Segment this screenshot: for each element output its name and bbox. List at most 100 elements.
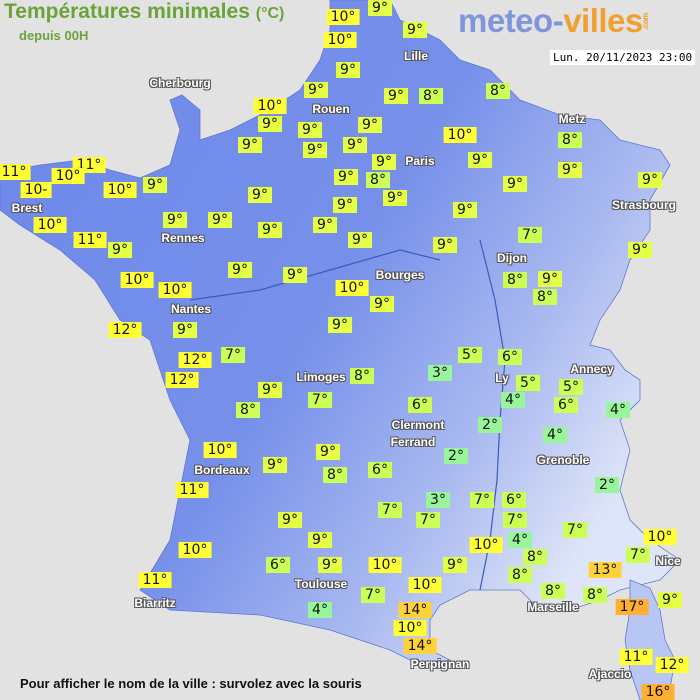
temperature-marker[interactable]: 10°: [203, 442, 237, 458]
temperature-marker[interactable]: 8°: [323, 467, 347, 483]
temperature-marker[interactable]: 10°: [158, 282, 192, 298]
temperature-marker[interactable]: 9°: [143, 177, 167, 193]
temperature-marker[interactable]: 12°: [165, 372, 199, 388]
temperature-marker[interactable]: 9°: [334, 169, 358, 185]
temperature-marker[interactable]: 3°: [426, 492, 450, 508]
temperature-marker[interactable]: 9°: [336, 62, 360, 78]
temperature-marker[interactable]: 16°: [641, 684, 675, 700]
temperature-marker[interactable]: 9°: [468, 152, 492, 168]
temperature-marker[interactable]: 8°: [541, 583, 565, 599]
temperature-marker[interactable]: 9°: [453, 202, 477, 218]
temperature-marker[interactable]: 11°: [175, 482, 209, 498]
temperature-marker[interactable]: 10-: [20, 182, 52, 198]
temperature-marker[interactable]: 9°: [258, 382, 282, 398]
temperature-marker[interactable]: 7°: [416, 512, 440, 528]
temperature-marker[interactable]: 10°: [178, 542, 212, 558]
temperature-marker[interactable]: 6°: [408, 397, 432, 413]
temperature-marker[interactable]: 8°: [583, 587, 607, 603]
temperature-marker[interactable]: 8°: [558, 132, 582, 148]
temperature-marker[interactable]: 8°: [366, 172, 390, 188]
temperature-marker[interactable]: 7°: [563, 522, 587, 538]
temperature-marker[interactable]: 4°: [508, 532, 532, 548]
temperature-marker[interactable]: 2°: [478, 417, 502, 433]
temperature-marker[interactable]: 10°: [643, 529, 677, 545]
temperature-marker[interactable]: 9°: [258, 116, 282, 132]
temperature-marker[interactable]: 10°: [33, 217, 67, 233]
temperature-marker[interactable]: 9°: [558, 162, 582, 178]
temperature-marker[interactable]: 9°: [283, 267, 307, 283]
temperature-marker[interactable]: 10°: [323, 32, 357, 48]
logo[interactable]: meteo-villes.com: [458, 2, 659, 40]
temperature-marker[interactable]: 9°: [628, 242, 652, 258]
temperature-marker[interactable]: 7°: [221, 347, 245, 363]
temperature-marker[interactable]: 7°: [626, 547, 650, 563]
temperature-marker[interactable]: 12°: [178, 352, 212, 368]
temperature-marker[interactable]: 6°: [498, 349, 522, 365]
temperature-marker[interactable]: 9°: [278, 512, 302, 528]
temperature-marker[interactable]: 4°: [501, 392, 525, 408]
temperature-marker[interactable]: 10°: [368, 557, 402, 573]
temperature-marker[interactable]: 8°: [486, 83, 510, 99]
temperature-marker[interactable]: 10°: [103, 182, 137, 198]
temperature-marker[interactable]: 5°: [559, 379, 583, 395]
temperature-marker[interactable]: 9°: [163, 212, 187, 228]
temperature-marker[interactable]: 8°: [533, 289, 557, 305]
temperature-marker[interactable]: 9°: [368, 0, 392, 16]
temperature-marker[interactable]: 10°: [393, 620, 427, 636]
temperature-marker[interactable]: 9°: [403, 22, 427, 38]
temperature-marker[interactable]: 4°: [543, 427, 567, 443]
temperature-marker[interactable]: 6°: [368, 462, 392, 478]
temperature-marker[interactable]: 9°: [443, 557, 467, 573]
temperature-marker[interactable]: 9°: [313, 217, 337, 233]
temperature-marker[interactable]: 9°: [372, 154, 396, 170]
temperature-marker[interactable]: 9°: [318, 557, 342, 573]
temperature-marker[interactable]: 9°: [308, 532, 332, 548]
temperature-marker[interactable]: 11°: [619, 649, 653, 665]
temperature-marker[interactable]: 7°: [518, 227, 542, 243]
temperature-marker[interactable]: 9°: [370, 296, 394, 312]
temperature-marker[interactable]: 9°: [108, 242, 132, 258]
temperature-marker[interactable]: 10°: [469, 537, 503, 553]
temperature-marker[interactable]: 9°: [316, 444, 340, 460]
temperature-marker[interactable]: 9°: [173, 322, 197, 338]
temperature-marker[interactable]: 9°: [503, 176, 527, 192]
temperature-marker[interactable]: 9°: [333, 197, 357, 213]
temperature-marker[interactable]: 9°: [238, 137, 262, 153]
temperature-marker[interactable]: 9°: [538, 271, 562, 287]
temperature-marker[interactable]: 9°: [228, 262, 252, 278]
temperature-marker[interactable]: 7°: [503, 512, 527, 528]
temperature-marker[interactable]: 12°: [655, 657, 689, 673]
temperature-marker[interactable]: 9°: [433, 237, 457, 253]
temperature-marker[interactable]: 10°: [326, 9, 360, 25]
temperature-marker[interactable]: 9°: [383, 190, 407, 206]
temperature-marker[interactable]: 14°: [398, 602, 432, 618]
temperature-marker[interactable]: 7°: [470, 492, 494, 508]
temperature-marker[interactable]: 7°: [308, 392, 332, 408]
temperature-marker[interactable]: 11°: [73, 232, 107, 248]
temperature-marker[interactable]: 9°: [248, 187, 272, 203]
temperature-marker[interactable]: 9°: [348, 232, 372, 248]
temperature-marker[interactable]: 9°: [358, 117, 382, 133]
temperature-marker[interactable]: 11°: [138, 572, 172, 588]
temperature-marker[interactable]: 6°: [266, 557, 290, 573]
temperature-marker[interactable]: 10°: [408, 577, 442, 593]
temperature-marker[interactable]: 4°: [606, 402, 630, 418]
temperature-marker[interactable]: 9°: [303, 142, 327, 158]
temperature-marker[interactable]: 6°: [554, 397, 578, 413]
temperature-marker[interactable]: 10°: [335, 280, 369, 296]
temperature-marker[interactable]: 11°: [0, 164, 31, 180]
temperature-marker[interactable]: 14°: [403, 638, 437, 654]
temperature-marker[interactable]: 8°: [523, 549, 547, 565]
temperature-marker[interactable]: 8°: [236, 402, 260, 418]
temperature-marker[interactable]: 3°: [428, 365, 452, 381]
temperature-marker[interactable]: 8°: [503, 272, 527, 288]
temperature-marker[interactable]: 6°: [502, 492, 526, 508]
temperature-marker[interactable]: 13°: [588, 562, 622, 578]
temperature-marker[interactable]: 2°: [444, 448, 468, 464]
temperature-marker[interactable]: 5°: [516, 375, 540, 391]
temperature-marker[interactable]: 17°: [615, 599, 649, 615]
temperature-marker[interactable]: 10°: [443, 127, 477, 143]
temperature-marker[interactable]: 9°: [658, 592, 682, 608]
temperature-marker[interactable]: 10°: [120, 272, 154, 288]
temperature-marker[interactable]: 8°: [419, 88, 443, 104]
